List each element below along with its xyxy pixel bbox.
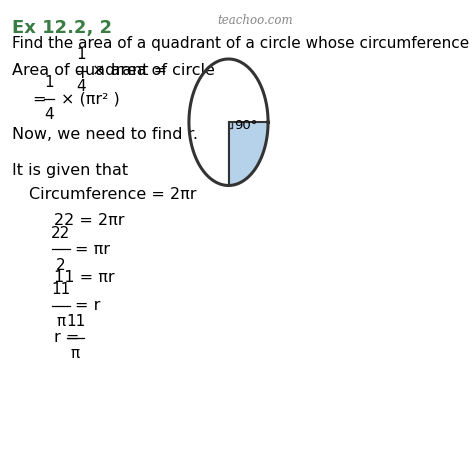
Text: r =: r = — [54, 330, 80, 345]
Text: Area of quadrant =: Area of quadrant = — [11, 63, 167, 78]
Text: = r: = r — [75, 298, 101, 313]
Text: 4: 4 — [76, 79, 86, 94]
Text: Now, we need to find r.: Now, we need to find r. — [11, 128, 198, 142]
Text: π: π — [71, 346, 80, 361]
Text: Circumference = 2πr: Circumference = 2πr — [29, 187, 197, 202]
Text: Ex 12.2, 2: Ex 12.2, 2 — [11, 19, 112, 37]
Text: It is given that: It is given that — [11, 163, 128, 177]
Text: 11 = πr: 11 = πr — [54, 270, 115, 285]
Polygon shape — [228, 122, 268, 185]
Text: 22 = 2πr: 22 = 2πr — [54, 213, 125, 228]
Text: π: π — [56, 314, 65, 329]
Text: × area of circle: × area of circle — [92, 63, 215, 78]
Text: Find the area of a quadrant of a circle whose circumference is 22 cm.: Find the area of a quadrant of a circle … — [11, 36, 474, 51]
Text: = πr: = πr — [75, 242, 110, 257]
Text: 4: 4 — [44, 107, 54, 122]
Text: 1: 1 — [44, 75, 54, 91]
Text: 11: 11 — [66, 314, 85, 329]
Text: 11: 11 — [51, 283, 71, 297]
Text: × (πr² ): × (πr² ) — [61, 91, 119, 106]
Text: teachoo.com: teachoo.com — [218, 15, 293, 27]
Text: 2: 2 — [56, 257, 65, 273]
Text: 1: 1 — [76, 47, 86, 62]
Text: 90°: 90° — [234, 119, 257, 132]
Text: 22: 22 — [51, 226, 71, 241]
Text: =: = — [32, 91, 46, 106]
